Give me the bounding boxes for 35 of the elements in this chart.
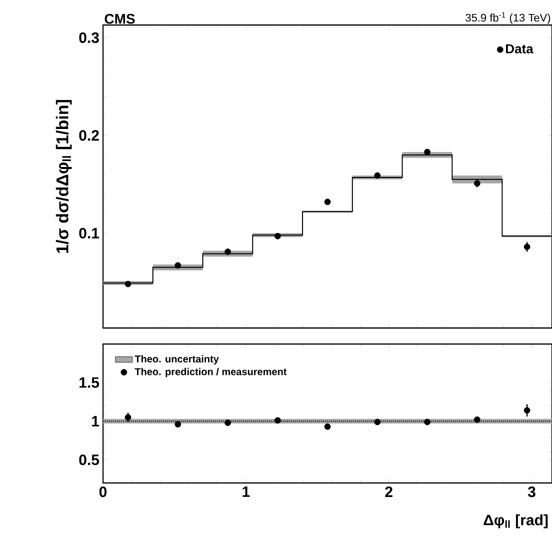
legend-label: Theo. uncertainty [134,355,219,364]
point [224,420,231,426]
y-tick-label: 0.1 [79,228,100,238]
point [174,421,182,428]
y-tick-label: 0.2 [79,130,99,141]
point [274,417,281,424]
point [324,198,331,206]
y-tick-label: 0.3 [79,32,99,44]
chart-subtitle: 35.9 fb$^{-1}$ (13 TeV) [466,12,550,24]
y-tick-label: 1.5 [80,377,100,388]
point [374,172,381,179]
point [474,180,480,187]
point [174,262,182,269]
y-axis-title: 1/σ dσ/dΔφ$_{ll}$ [1/bin] [56,100,72,253]
x-axis-title: Δφ$_{ll}$ [rad] [484,514,548,528]
y-tick-label: 1 [92,416,100,426]
point [524,244,530,250]
point [424,148,430,156]
point [124,414,132,421]
point [224,248,231,255]
point [274,232,281,240]
chart-title: CMS [104,14,135,24]
point [324,423,331,430]
point [474,416,480,423]
x-tick-label: 0 [99,486,107,498]
point [424,418,430,426]
point [124,280,132,288]
x-tick-label: 1 [242,486,250,497]
x-tick-label: 3 [528,486,536,498]
legend-label: Theo. prediction / measurement [134,368,287,378]
y-tick-label: 0.5 [79,454,100,466]
legend-label: Data [506,44,534,54]
point [374,418,381,426]
point [524,407,530,414]
x-tick-label: 2 [385,486,392,497]
